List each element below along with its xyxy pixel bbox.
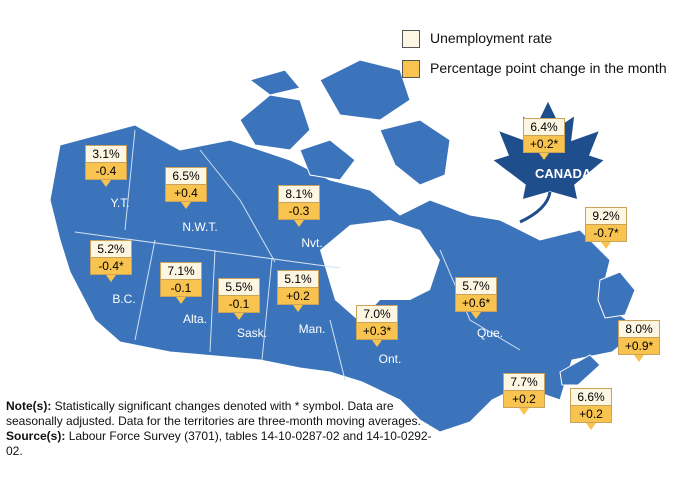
region-label: CANADA [535, 166, 592, 181]
legend-swatch [402, 60, 420, 78]
change-label: +0.9* [618, 337, 660, 355]
border [74, 231, 341, 269]
callout: 3.1% -0.4 [85, 145, 127, 187]
callout-pointer [176, 297, 186, 304]
change-label: -0.4* [90, 257, 132, 275]
border [209, 249, 216, 353]
arctic-islands [239, 94, 311, 151]
arctic-islands [248, 69, 301, 96]
rate-label: 6.5% [165, 167, 207, 184]
source-label: Source(s): [6, 429, 66, 443]
callout-pointer [106, 275, 116, 282]
region-label: Alta. [182, 312, 207, 326]
region-label: N.L. [608, 256, 631, 270]
callout: 8.0% +0.9* [618, 320, 660, 362]
border [329, 319, 346, 381]
rate-label: 5.5% [218, 278, 260, 295]
rate-label: 5.2% [90, 240, 132, 257]
rate-label: 5.1% [277, 270, 319, 287]
change-label: -0.1 [218, 295, 260, 313]
rate-label: 5.7% [455, 277, 497, 294]
change-label: -0.4 [85, 162, 127, 180]
callout: 8.1% -0.3 [278, 185, 320, 227]
callout: 5.1% +0.2 [277, 270, 319, 312]
region-label: N.S. [590, 436, 614, 450]
hudson-bay [320, 220, 440, 322]
change-label: -0.1 [160, 279, 202, 297]
rate-label: 8.1% [278, 185, 320, 202]
change-label: +0.2 [277, 287, 319, 305]
legend-swatch [402, 30, 420, 48]
region-label: Ont. [378, 352, 402, 366]
region-label: Man. [298, 322, 326, 336]
region-label: P.E.I. [630, 370, 658, 384]
region-label: Nvt. [301, 236, 323, 250]
callout: 5.5% -0.1 [218, 278, 260, 320]
callout-pointer [372, 340, 382, 347]
leaf-stem [519, 191, 552, 224]
change-label: +0.2* [523, 135, 565, 153]
rate-label: 7.1% [160, 262, 202, 279]
rate-label: 8.0% [618, 320, 660, 337]
callout: 7.0% +0.3* [356, 305, 398, 347]
notes: Note(s): Statistically significant chang… [6, 399, 446, 459]
region-label: B.C. [112, 292, 136, 306]
nova-scotia [559, 354, 601, 386]
arctic-islands [299, 139, 356, 181]
change-label: +0.4 [165, 184, 207, 202]
callout-pointer [181, 202, 191, 209]
change-label: -0.3 [278, 202, 320, 220]
border [199, 149, 276, 263]
region-label: Que. [476, 326, 503, 340]
callout-pointer [293, 305, 303, 312]
callout-pointer [539, 153, 549, 160]
callout: 6.4% +0.2* [523, 118, 565, 160]
callout-pointer [586, 423, 596, 430]
callout-pointer [519, 408, 529, 415]
rate-label: 3.1% [85, 145, 127, 162]
callout: 5.7% +0.6* [455, 277, 497, 319]
callout: 5.2% -0.4* [90, 240, 132, 282]
rate-label: 7.7% [503, 373, 545, 390]
callout-pointer [471, 312, 481, 319]
callout: 9.2% -0.7* [585, 207, 627, 249]
callout-pointer [294, 220, 304, 227]
legend-label: Unemployment rate [430, 30, 553, 46]
change-label: +0.2 [570, 405, 612, 423]
note: Note(s): Statistically significant chang… [6, 399, 446, 429]
callout-pointer [634, 355, 644, 362]
note-label: Note(s): [6, 399, 52, 413]
legend-label: Percentage point change in the month [430, 60, 667, 76]
callout-pointer [101, 180, 111, 187]
border [134, 239, 156, 341]
source-text: Labour Force Survey (3701), tables 14-10… [6, 429, 432, 458]
border [261, 257, 273, 361]
region-label: N.B. [523, 426, 547, 440]
change-label: -0.7* [585, 224, 627, 242]
border [124, 129, 136, 231]
arctic-islands [319, 59, 411, 121]
change-label: +0.3* [356, 322, 398, 340]
region-label: Sask. [236, 326, 267, 340]
border [439, 249, 521, 351]
newfoundland [597, 271, 636, 319]
callout: 7.7% +0.2 [503, 373, 545, 415]
region-label: N.W.T. [182, 220, 218, 234]
region-label: Y.T. [110, 196, 130, 210]
arctic-islands [379, 119, 451, 186]
callout: 7.1% -0.1 [160, 262, 202, 304]
rate-label: 9.2% [585, 207, 627, 224]
callout-pointer [234, 313, 244, 320]
rate-label: 6.6% [570, 388, 612, 405]
change-label: +0.2 [503, 390, 545, 408]
callout: 6.5% +0.4 [165, 167, 207, 209]
change-label: +0.6* [455, 294, 497, 312]
rate-label: 6.4% [523, 118, 565, 135]
note-text: Statistically significant changes denote… [6, 399, 421, 428]
source: Source(s): Labour Force Survey (3701), t… [6, 429, 446, 459]
callout-pointer [601, 242, 611, 249]
rate-label: 7.0% [356, 305, 398, 322]
callout: 6.6% +0.2 [570, 388, 612, 430]
